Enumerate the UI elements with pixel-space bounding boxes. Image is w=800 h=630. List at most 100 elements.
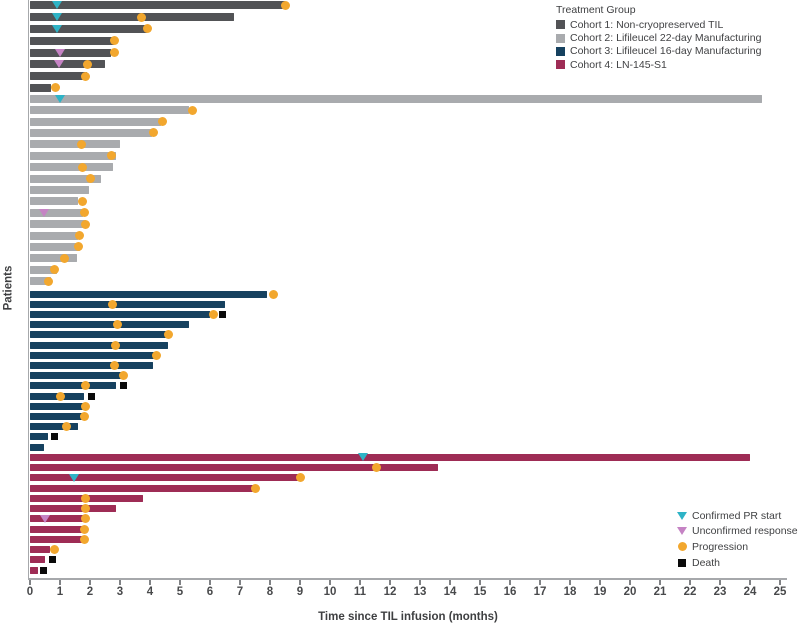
x-tick-label: 12 — [383, 586, 397, 598]
progression-marker — [79, 411, 89, 421]
x-tick — [269, 579, 271, 585]
progression-marker — [75, 231, 84, 240]
death-marker — [40, 566, 47, 574]
progression-marker — [79, 208, 89, 218]
patient-bar-cohort2-15 — [30, 254, 77, 263]
patient-bar-cohort2-7 — [30, 163, 113, 172]
progression-marker — [109, 360, 119, 370]
marker-legend-label: Death — [692, 556, 721, 569]
x-tick — [389, 579, 391, 585]
x-tick-label: 25 — [773, 586, 787, 598]
x-tick — [659, 579, 661, 585]
progression-marker — [372, 463, 381, 473]
x-tick-label: 5 — [176, 586, 184, 598]
x-tick — [299, 579, 301, 585]
x-tick — [239, 579, 241, 585]
patient-bar-cohort4-7 — [30, 515, 84, 523]
progression-marker — [112, 320, 122, 330]
patient-bar-cohort1-3 — [30, 24, 147, 33]
progression-marker — [151, 350, 161, 360]
patient-bar-cohort3-13 — [30, 412, 84, 420]
x-tick-label: 1 — [56, 586, 64, 598]
legend-item-cohort-4: Cohort 4: LN-145-S1 — [556, 58, 761, 71]
progression-marker — [81, 514, 90, 524]
x-tick-label: 20 — [623, 586, 637, 598]
patient-bar-cohort2-1 — [30, 94, 762, 103]
patient-bar-cohort3-8 — [30, 361, 153, 369]
patient-bar-cohort2-8 — [30, 174, 101, 183]
x-tick — [719, 579, 721, 585]
y-axis-line — [27, 0, 29, 578]
x-tick-label: 6 — [206, 586, 214, 598]
x-tick — [509, 579, 511, 585]
progression-marker — [81, 219, 90, 229]
x-tick-label: 3 — [116, 586, 124, 598]
unconfirmed-response-marker — [55, 48, 65, 57]
x-tick-label: 0 — [26, 586, 34, 598]
progression-marker — [73, 242, 83, 252]
progression-marker — [157, 117, 167, 126]
patient-bar-cohort2-9 — [30, 185, 89, 194]
x-tick — [689, 579, 691, 585]
progression-marker — [250, 483, 260, 493]
confirmed-pr-marker — [358, 453, 368, 462]
x-tick-label: 9 — [296, 586, 304, 598]
x-tick-label: 4 — [146, 586, 154, 598]
patient-bar-cohort3-6 — [30, 341, 168, 349]
x-tick — [479, 579, 481, 585]
progression-marker — [148, 128, 158, 138]
progression-marker — [81, 493, 90, 503]
x-tick-label: 24 — [743, 586, 757, 598]
marker-legend-item-4: Death — [676, 555, 798, 571]
patient-bar-cohort1-7 — [30, 72, 87, 81]
patient-bar-cohort3-3 — [30, 310, 210, 318]
triangle-down-icon — [676, 511, 688, 520]
marker-legend-item-3: Progression — [676, 539, 798, 555]
patient-bar-cohort3-10 — [30, 382, 116, 390]
patient-bar-cohort1-6 — [30, 60, 105, 69]
x-tick-label: 7 — [236, 586, 244, 598]
progression-marker — [78, 196, 87, 206]
x-tick-label: 10 — [323, 586, 337, 598]
patient-bar-cohort2-16 — [30, 265, 57, 274]
progression-marker — [295, 473, 305, 483]
y-axis-title: Patients — [2, 265, 15, 311]
progression-marker — [76, 139, 86, 149]
patient-bar-cohort1-4 — [30, 36, 114, 45]
death-marker — [50, 433, 58, 441]
marker-legend-label: Confirmed PR start — [692, 509, 782, 522]
x-tick-label: 15 — [473, 586, 487, 598]
progression-marker — [142, 24, 152, 34]
patient-bar-cohort1-1 — [30, 1, 285, 10]
x-tick-label: 19 — [593, 586, 607, 598]
circle-icon — [676, 542, 688, 552]
cohort-legend: Treatment Group Cohort 1: Non-cryopreser… — [556, 4, 761, 72]
confirmed-pr-marker — [52, 24, 62, 33]
marker-legend-label: Unconfirmed response — [692, 525, 798, 538]
patient-bar-cohort2-12 — [30, 220, 86, 229]
progression-marker — [136, 12, 146, 22]
progression-marker — [79, 534, 89, 544]
x-tick-label: 22 — [683, 586, 697, 598]
progression-marker — [60, 253, 69, 263]
cohort-swatch-icon — [556, 33, 565, 43]
progression-marker — [81, 381, 90, 391]
cohort-swatch-icon — [556, 20, 565, 30]
patient-bar-cohort2-6 — [30, 151, 116, 160]
patient-bar-cohort3-1 — [30, 290, 267, 298]
progression-marker — [79, 524, 89, 534]
progression-marker — [81, 71, 90, 81]
patient-bar-cohort4-3 — [30, 474, 302, 482]
patient-bar-cohort4-6 — [30, 505, 116, 513]
progression-marker — [55, 391, 65, 401]
x-tick — [569, 579, 571, 585]
x-tick-label: 2 — [86, 586, 94, 598]
progression-marker — [81, 401, 90, 411]
patient-bar-cohort2-13 — [30, 231, 78, 240]
progression-marker — [106, 151, 116, 161]
patient-bar-cohort3-14 — [30, 423, 78, 431]
patient-bar-cohort2-17 — [30, 277, 51, 286]
patient-bar-cohort3-16 — [30, 443, 44, 451]
patient-bar-cohort2-10 — [30, 197, 78, 206]
